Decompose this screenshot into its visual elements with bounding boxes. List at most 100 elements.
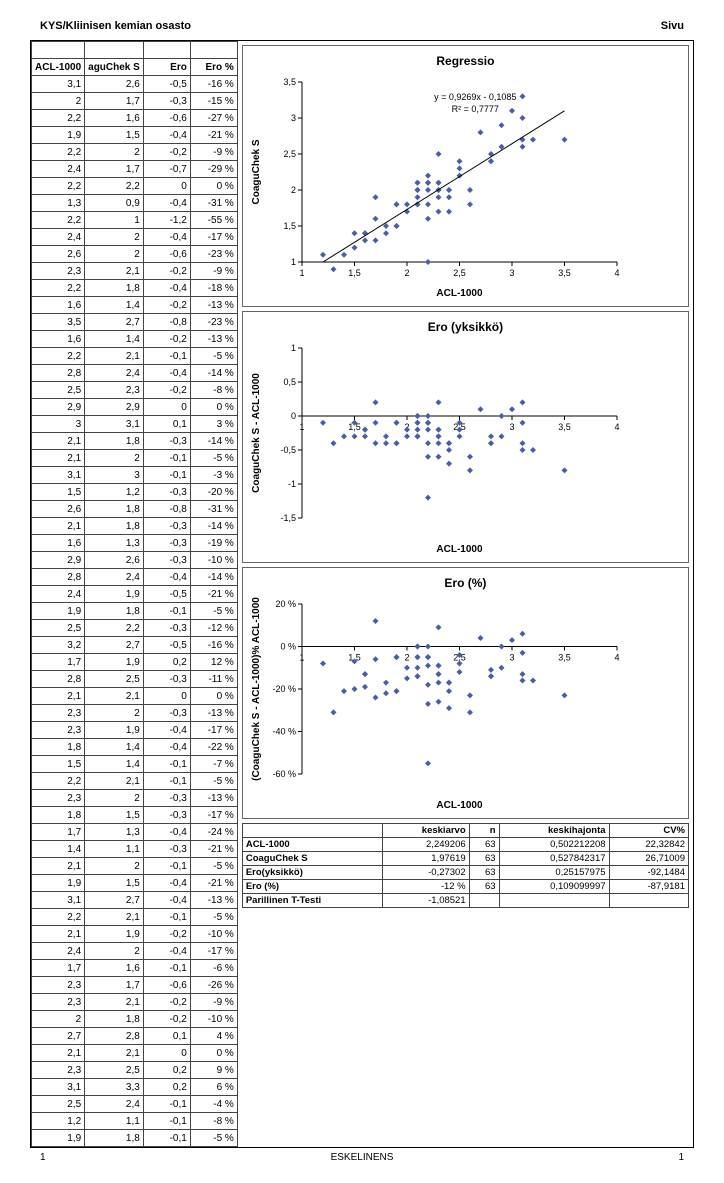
table-cell: 0 [143, 178, 190, 195]
svg-text:3: 3 [291, 113, 296, 123]
table-cell: 2,5 [32, 1096, 85, 1113]
col-header: aguChek S [85, 59, 144, 76]
table-cell: 0,1 [143, 416, 190, 433]
table-cell: 1,3 [85, 535, 144, 552]
svg-text:ACL-1000: ACL-1000 [436, 800, 483, 811]
table-cell: 2 [32, 93, 85, 110]
table-cell: -21 % [190, 841, 237, 858]
table-cell: 0 % [190, 1045, 237, 1062]
table-cell: -14 % [190, 518, 237, 535]
table-cell: 2,1 [85, 773, 144, 790]
svg-text:y = 0,9269x - 0,1085: y = 0,9269x - 0,1085 [434, 92, 516, 102]
table-cell: -0,5 [143, 637, 190, 654]
summary-cell [469, 894, 499, 908]
table-cell: 2,1 [32, 858, 85, 875]
summary-cell: -12 % [383, 880, 470, 894]
table-cell: 1,5 [32, 484, 85, 501]
svg-text:3: 3 [509, 268, 514, 278]
table-cell: 2,3 [32, 977, 85, 994]
table-cell: 0 [143, 688, 190, 705]
summary-cell: 2,249206 [383, 838, 470, 852]
table-cell: 2,9 [32, 552, 85, 569]
table-cell: -0,2 [143, 1011, 190, 1028]
table-cell: 2 [85, 858, 144, 875]
table-cell: -0,5 [143, 76, 190, 93]
table-row: 3,12,7-0,4-13 % [32, 892, 238, 909]
table-row: 2,52,4-0,1-4 % [32, 1096, 238, 1113]
svg-text:2,5: 2,5 [283, 149, 296, 159]
summary-row: Ero (%)-12 %630,109099997-87,9181 [242, 880, 688, 894]
table-row: 1,61,4-0,2-13 % [32, 331, 238, 348]
table-cell: -0,4 [143, 943, 190, 960]
summary-cell: CoaguChek S [242, 852, 382, 866]
table-cell: -11 % [190, 671, 237, 688]
table-cell: -0,4 [143, 875, 190, 892]
table-cell: 3,1 [85, 416, 144, 433]
table-row: 1,51,2-0,3-20 % [32, 484, 238, 501]
table-row: 2,22,1-0,1-5 % [32, 348, 238, 365]
table-cell: 2,7 [85, 314, 144, 331]
table-cell: -14 % [190, 569, 237, 586]
table-cell: 12 % [190, 654, 237, 671]
table-cell: -8 % [190, 382, 237, 399]
table-cell: 0 [143, 399, 190, 416]
table-cell: 1,2 [32, 1113, 85, 1130]
table-cell: 2,2 [32, 110, 85, 127]
table-cell: 2 [85, 246, 144, 263]
table-cell: 1,5 [85, 807, 144, 824]
summary-header: n [469, 824, 499, 838]
table-cell: 2,2 [32, 348, 85, 365]
svg-text:20 %: 20 % [275, 599, 296, 609]
table-cell: 1,4 [85, 756, 144, 773]
table-cell: 1,8 [85, 603, 144, 620]
summary-cell: Parillinen T-Testi [242, 894, 382, 908]
table-cell: 1,2 [85, 484, 144, 501]
table-row: 2,42-0,4-17 % [32, 229, 238, 246]
table-cell: -0,4 [143, 229, 190, 246]
summary-cell: 63 [469, 838, 499, 852]
table-cell: -0,4 [143, 195, 190, 212]
svg-text:2: 2 [404, 653, 409, 663]
table-cell: -5 % [190, 348, 237, 365]
table-row: 2,82,5-0,3-11 % [32, 671, 238, 688]
table-cell: 2,9 [32, 399, 85, 416]
table-cell: -13 % [190, 705, 237, 722]
summary-row: ACL-10002,249206630,50221220822,32842 [242, 838, 688, 852]
table-cell: -5 % [190, 858, 237, 875]
table-row: 2,22-0,2-9 % [32, 144, 238, 161]
svg-text:1,5: 1,5 [283, 221, 296, 231]
regression-chart: Regressio 11,522,533,5411,522,533,5ACL-1… [242, 45, 689, 307]
table-row: 2,32-0,3-13 % [32, 790, 238, 807]
table-row: 2,61,8-0,8-31 % [32, 501, 238, 518]
table-row: 2,32,1-0,2-9 % [32, 994, 238, 1011]
table-cell: 2,3 [32, 263, 85, 280]
table-cell: 1,1 [85, 1113, 144, 1130]
summary-cell [499, 894, 609, 908]
table-cell: -19 % [190, 535, 237, 552]
table-cell: 3,3 [85, 1079, 144, 1096]
summary-cell: 0,502212208 [499, 838, 609, 852]
table-cell: -27 % [190, 110, 237, 127]
svg-text:2: 2 [291, 185, 296, 195]
svg-text:4: 4 [614, 653, 619, 663]
svg-text:-40 %: -40 % [272, 727, 296, 737]
table-cell: 0 % [190, 178, 237, 195]
table-row: 2,11,8-0,3-14 % [32, 433, 238, 450]
table-cell: 1,7 [85, 977, 144, 994]
ero-pct-svg: 11,522,533,54-60 %-40 %-20 %0 %20 %ACL-1… [247, 594, 627, 814]
table-row: 1,61,4-0,2-13 % [32, 297, 238, 314]
table-cell: -0,3 [143, 552, 190, 569]
table-row: 2,21,6-0,6-27 % [32, 110, 238, 127]
table-cell: -12 % [190, 620, 237, 637]
summary-table: keskiarvonkeskihajontaCV%ACL-10002,24920… [242, 823, 689, 908]
table-cell: 2,1 [32, 1045, 85, 1062]
table-cell: -10 % [190, 926, 237, 943]
table-cell: 2,8 [32, 365, 85, 382]
table-cell: -0,3 [143, 671, 190, 688]
table-cell: 2 [85, 144, 144, 161]
table-cell: -0,4 [143, 280, 190, 297]
summary-cell: Ero(yksikkö) [242, 866, 382, 880]
table-cell: -0,4 [143, 722, 190, 739]
summary-cell: 63 [469, 852, 499, 866]
summary-cell: 1,97619 [383, 852, 470, 866]
